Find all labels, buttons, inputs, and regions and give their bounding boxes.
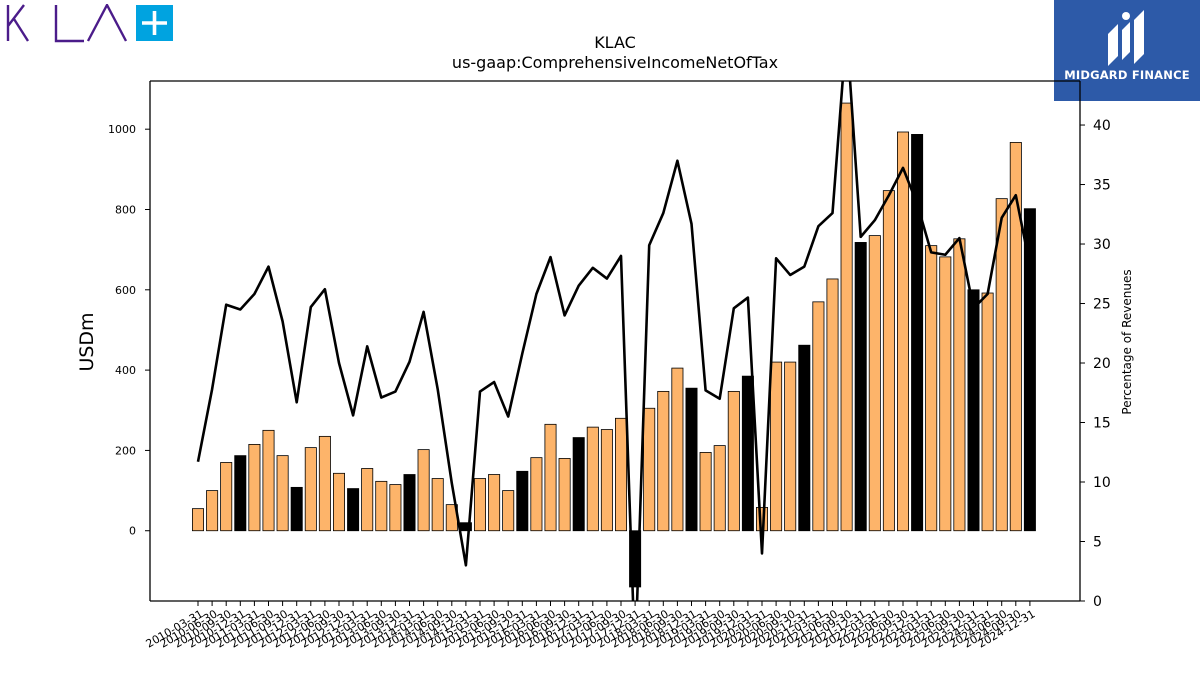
bar [770, 361, 783, 532]
bar [191, 508, 204, 532]
bar [600, 429, 613, 532]
bar [685, 387, 698, 532]
series-line [196, 81, 1032, 601]
bar [304, 447, 317, 532]
bar [220, 462, 233, 532]
y2-tick-label: 35 [1093, 178, 1111, 194]
bar [784, 361, 797, 532]
bar [981, 292, 994, 532]
bar [234, 455, 247, 532]
kla-logo [4, 2, 179, 44]
y-tick-label: 800 [115, 203, 136, 216]
bar [544, 423, 557, 532]
bar [389, 484, 402, 532]
bar [248, 443, 261, 532]
bar [925, 245, 938, 532]
bar [629, 530, 642, 588]
y-tick-label: 0 [129, 525, 136, 538]
bar [1009, 142, 1022, 532]
bar [812, 301, 825, 532]
bar [671, 367, 684, 532]
bar [403, 474, 416, 532]
bar [276, 455, 289, 532]
bar [375, 480, 388, 532]
bar [332, 472, 345, 532]
bar [727, 390, 740, 532]
bar [206, 490, 219, 532]
bar [1023, 208, 1036, 532]
bar [854, 242, 867, 532]
bar [502, 490, 515, 532]
bar [530, 457, 543, 532]
bar [826, 278, 839, 532]
midgard-finance-logo: MIDGARD FINANCE [1054, 0, 1200, 101]
bar [290, 486, 303, 532]
y2-tick-label: 10 [1093, 475, 1111, 491]
y-tick-label: 200 [115, 444, 136, 457]
bar [516, 470, 529, 532]
bar [939, 256, 952, 532]
y-tick-label: 400 [115, 364, 136, 377]
bar [657, 390, 670, 532]
y2-tick-label: 20 [1093, 356, 1111, 372]
bar [897, 131, 910, 532]
bar [615, 417, 628, 532]
kla-logo-graphic [6, 2, 173, 43]
bar [713, 445, 726, 532]
chart-title: KLAC [594, 33, 636, 52]
y2-tick-label: 0 [1093, 594, 1102, 610]
chart-subtitle: us-gaap:ComprehensiveIncomeNetOfTax [451, 53, 779, 72]
bar [572, 437, 585, 532]
bar [586, 426, 599, 532]
y2-tick-label: 15 [1093, 416, 1111, 432]
axes-group [149, 80, 1081, 602]
bar [361, 468, 374, 532]
bar [741, 375, 754, 532]
midgard-finance-label: MIDGARD FINANCE [1064, 68, 1190, 82]
y2-tick-label: 5 [1093, 535, 1102, 551]
bar [699, 452, 712, 532]
bar [558, 458, 571, 532]
bar [868, 235, 881, 532]
bar [798, 344, 811, 532]
ticks-group: 0200400600800100005101520253035402010-03… [108, 118, 1111, 651]
bars-group [191, 102, 1036, 588]
bar [967, 289, 980, 532]
bar [431, 478, 444, 532]
y2-tick-label: 40 [1093, 118, 1111, 134]
bar [262, 429, 275, 532]
bar [643, 407, 656, 532]
bar [911, 134, 924, 532]
midgard-mark-icon [1108, 10, 1144, 66]
bar [417, 449, 430, 532]
bar [318, 435, 331, 532]
bar [473, 478, 486, 532]
y2-tick-label: 30 [1093, 237, 1111, 253]
y2-tick-label: 25 [1093, 297, 1111, 313]
bar [995, 198, 1008, 532]
bar [882, 190, 895, 532]
bar [347, 488, 360, 532]
y-tick-label: 600 [115, 284, 136, 297]
bar [840, 102, 853, 532]
bar [488, 474, 501, 532]
y-tick-label: 1000 [108, 123, 136, 136]
line-group [196, 81, 1032, 601]
bar [953, 238, 966, 532]
